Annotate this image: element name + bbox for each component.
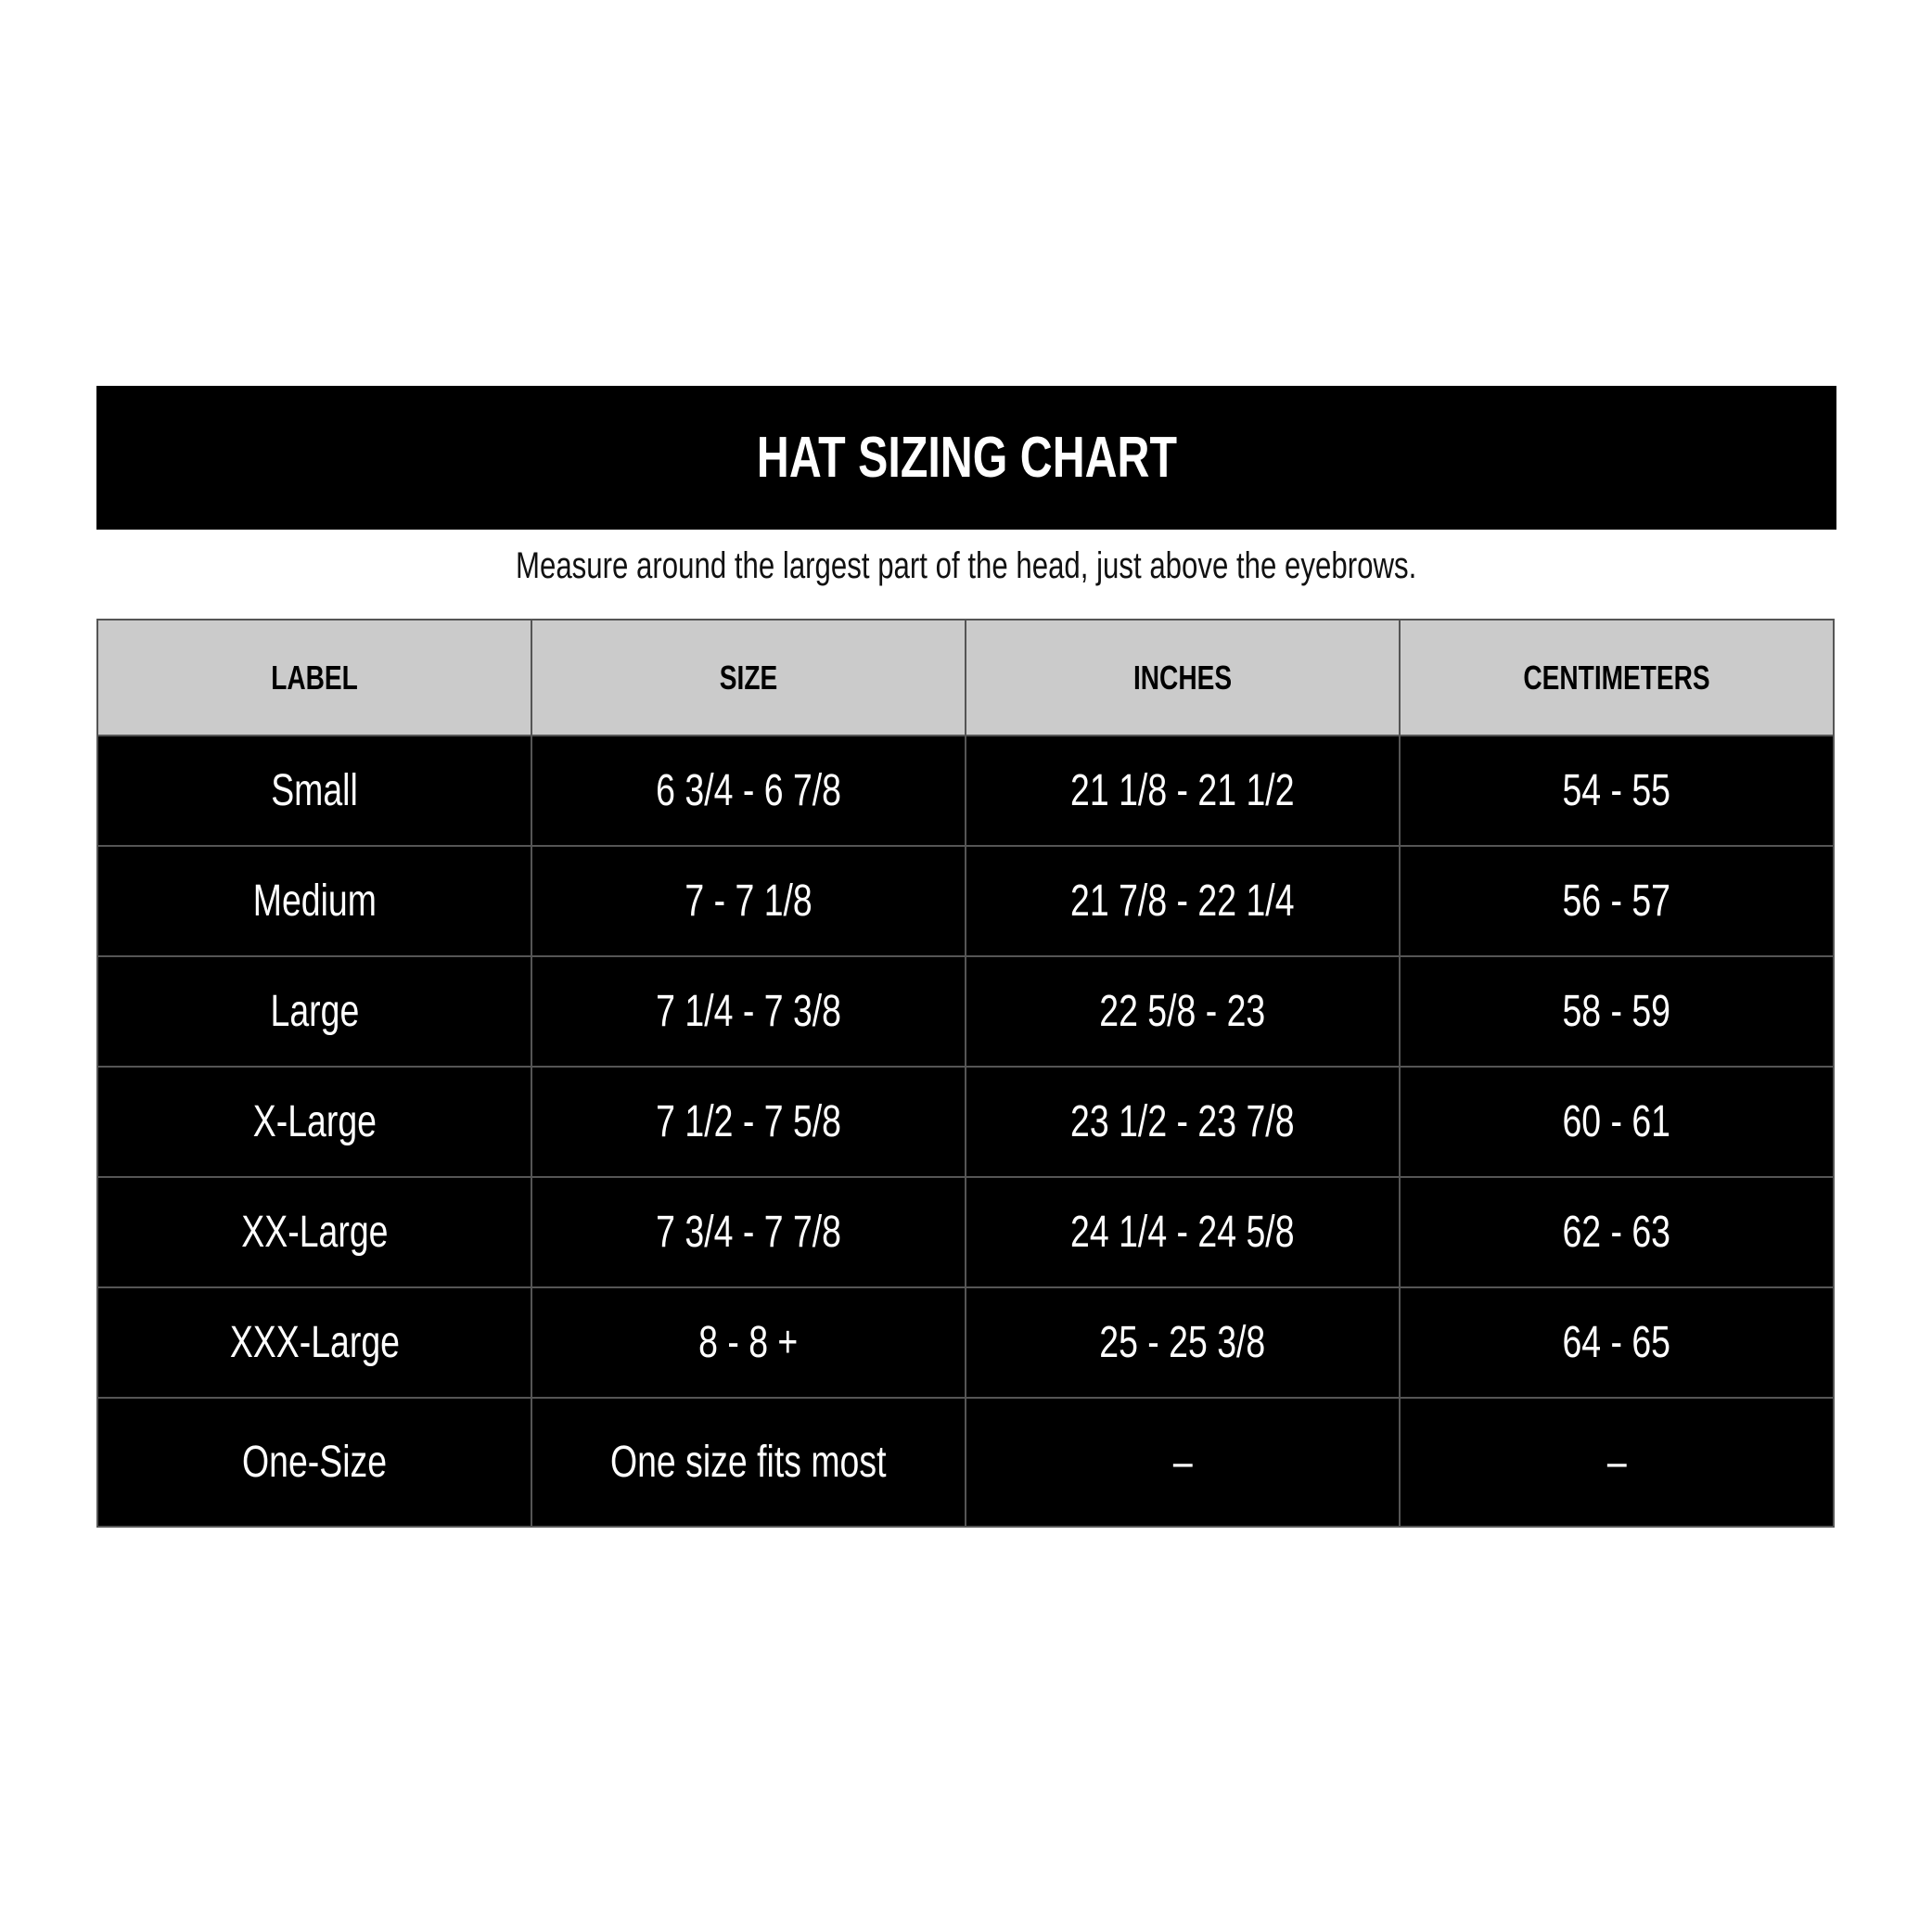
table-row: Large 7 1/4 - 7 3/8 22 5/8 - 23 58 - 59 bbox=[96, 955, 1835, 1068]
table-cell: Medium bbox=[96, 845, 532, 957]
cell-text: 54 - 55 bbox=[1562, 766, 1671, 815]
table-cell: 25 - 25 3/8 bbox=[965, 1286, 1401, 1399]
size-table: LABEL SIZE INCHES CENTIMETERS Small 6 3/4 - … bbox=[96, 619, 1835, 1528]
table-row: XX-Large 7 3/4 - 7 7/8 24 1/4 - 24 5/8 62 -… bbox=[96, 1176, 1835, 1288]
cell-text: One-Size bbox=[241, 1438, 388, 1487]
cell-text: 58 - 59 bbox=[1562, 987, 1671, 1036]
table-cell: One size fits most bbox=[531, 1397, 966, 1528]
cell-text: 22 5/8 - 23 bbox=[1099, 987, 1266, 1036]
column-header-label: CENTIMETERS bbox=[1523, 658, 1710, 697]
cell-text: Large bbox=[270, 987, 359, 1036]
table-row: X-Large 7 1/2 - 7 5/8 23 1/2 - 23 7/8 60 - … bbox=[96, 1066, 1835, 1178]
cell-text: 7 1/2 - 7 5/8 bbox=[656, 1097, 841, 1146]
table-cell: 56 - 57 bbox=[1399, 845, 1835, 957]
table-cell: 64 - 65 bbox=[1399, 1286, 1835, 1399]
table-cell: 7 1/4 - 7 3/8 bbox=[531, 955, 966, 1068]
table-row: XXX-Large 8 - 8 + 25 - 25 3/8 64 - 65 bbox=[96, 1286, 1835, 1399]
page-title: HAT SIZING CHART bbox=[756, 426, 1177, 490]
table-cell: 22 5/8 - 23 bbox=[965, 955, 1401, 1068]
cell-text: X-Large bbox=[252, 1097, 377, 1146]
table-cell: 7 1/2 - 7 5/8 bbox=[531, 1066, 966, 1178]
column-header: SIZE bbox=[531, 619, 966, 736]
cell-text: 7 - 7 1/8 bbox=[685, 876, 812, 926]
table-cell: 21 7/8 - 22 1/4 bbox=[965, 845, 1401, 957]
table-cell: 58 - 59 bbox=[1399, 955, 1835, 1068]
cell-text: – bbox=[1606, 1438, 1627, 1487]
table-cell: 23 1/2 - 23 7/8 bbox=[965, 1066, 1401, 1178]
cell-text: 6 3/4 - 6 7/8 bbox=[656, 766, 841, 815]
cell-text: XXX-Large bbox=[229, 1318, 400, 1367]
cell-text: 24 1/4 - 24 5/8 bbox=[1070, 1208, 1295, 1257]
column-header-label: LABEL bbox=[271, 658, 358, 697]
table-row: Medium 7 - 7 1/8 21 7/8 - 22 1/4 56 - 57 bbox=[96, 845, 1835, 957]
title-bar: HAT SIZING CHART bbox=[96, 386, 1836, 530]
table-row: One-Size One size fits most – – bbox=[96, 1397, 1835, 1528]
cell-text: Small bbox=[271, 766, 358, 815]
table-cell: 7 - 7 1/8 bbox=[531, 845, 966, 957]
cell-text: 62 - 63 bbox=[1562, 1208, 1671, 1257]
table-row: Small 6 3/4 - 6 7/8 21 1/8 - 21 1/2 54 - 55 bbox=[96, 735, 1835, 847]
subtitle-text: Measure around the largest part of the h… bbox=[515, 545, 1417, 586]
cell-text: Medium bbox=[252, 876, 377, 926]
cell-text: 7 1/4 - 7 3/8 bbox=[656, 987, 841, 1036]
cell-text: 64 - 65 bbox=[1562, 1318, 1671, 1367]
table-cell: – bbox=[965, 1397, 1401, 1528]
table-cell: 6 3/4 - 6 7/8 bbox=[531, 735, 966, 847]
column-header: CENTIMETERS bbox=[1399, 619, 1835, 736]
table-cell: 21 1/8 - 21 1/2 bbox=[965, 735, 1401, 847]
cell-text: 56 - 57 bbox=[1562, 876, 1671, 926]
column-header: INCHES bbox=[965, 619, 1401, 736]
table-cell: 54 - 55 bbox=[1399, 735, 1835, 847]
cell-text: 60 - 61 bbox=[1562, 1097, 1671, 1146]
subtitle: Measure around the largest part of the h… bbox=[0, 545, 1932, 587]
table-cell: XXX-Large bbox=[96, 1286, 532, 1399]
table-cell: Small bbox=[96, 735, 532, 847]
cell-text: 21 7/8 - 22 1/4 bbox=[1070, 876, 1295, 926]
cell-text: XX-Large bbox=[240, 1208, 389, 1257]
column-header: LABEL bbox=[96, 619, 532, 736]
table-cell: One-Size bbox=[96, 1397, 532, 1528]
table-cell: 7 3/4 - 7 7/8 bbox=[531, 1176, 966, 1288]
table-cell: XX-Large bbox=[96, 1176, 532, 1288]
cell-text: 21 1/8 - 21 1/2 bbox=[1070, 766, 1295, 815]
cell-text: 25 - 25 3/8 bbox=[1099, 1318, 1266, 1367]
cell-text: – bbox=[1172, 1438, 1193, 1487]
cell-text: 23 1/2 - 23 7/8 bbox=[1070, 1097, 1295, 1146]
table-cell: Large bbox=[96, 955, 532, 1068]
table-cell: 62 - 63 bbox=[1399, 1176, 1835, 1288]
cell-text: One size fits most bbox=[610, 1438, 887, 1487]
header-row: LABEL SIZE INCHES CENTIMETERS bbox=[96, 619, 1835, 736]
table-cell: 8 - 8 + bbox=[531, 1286, 966, 1399]
cell-text: 8 - 8 + bbox=[698, 1318, 799, 1367]
column-header-label: INCHES bbox=[1132, 658, 1233, 697]
column-header-label: SIZE bbox=[719, 658, 778, 697]
table-cell: 24 1/4 - 24 5/8 bbox=[965, 1176, 1401, 1288]
table-cell: 60 - 61 bbox=[1399, 1066, 1835, 1178]
cell-text: 7 3/4 - 7 7/8 bbox=[656, 1208, 841, 1257]
table-cell: – bbox=[1399, 1397, 1835, 1528]
table-cell: X-Large bbox=[96, 1066, 532, 1178]
